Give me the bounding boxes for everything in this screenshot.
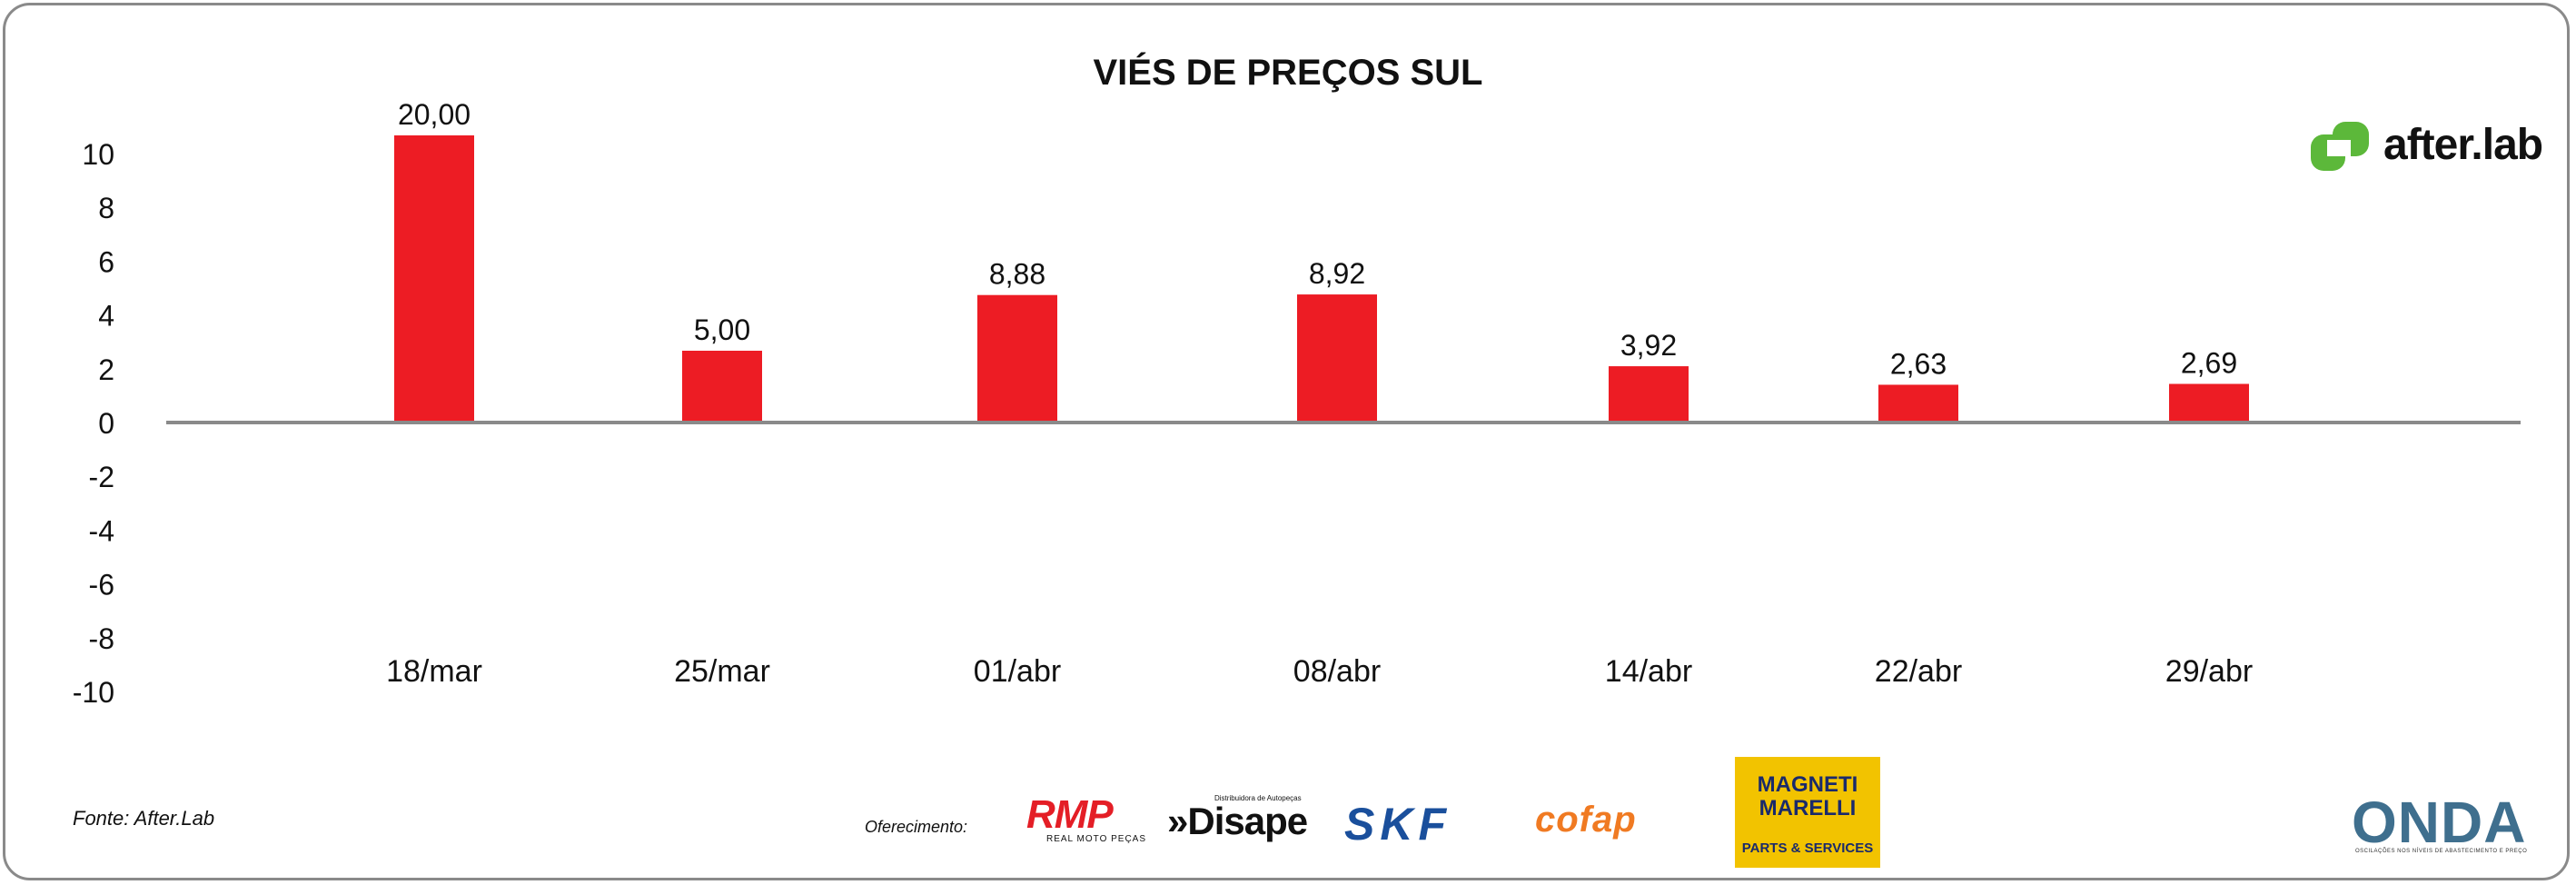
magneti-marelli-logo-subtitle: PARTS & SERVICES bbox=[1741, 840, 1874, 856]
disape-logo-text: »Disape bbox=[1167, 800, 1308, 842]
y-tick-label: 6 bbox=[98, 245, 114, 278]
x-tick-label: 08/abr bbox=[1293, 654, 1381, 689]
bar-value-label: 5,00 bbox=[694, 313, 750, 346]
source-note: Fonte: After.Lab bbox=[73, 807, 215, 830]
x-axis-ticks: 18/mar 25/mar 01/abr 08/abr 14/abr 22/abr 29/a… bbox=[386, 654, 2253, 689]
y-tick-label: 4 bbox=[98, 300, 114, 333]
bar-value-label: 8,88 bbox=[989, 258, 1045, 291]
skf-logo: SKF bbox=[1344, 798, 1517, 850]
bar bbox=[394, 135, 474, 423]
disape-logo-subtitle: Distribuidora de Autopeças bbox=[1214, 794, 1302, 802]
y-tick-label: -8 bbox=[89, 622, 114, 655]
rmp-logo: RMP REAL MOTO PEÇAS bbox=[1026, 792, 1149, 847]
y-tick-label: 2 bbox=[98, 353, 114, 386]
bars bbox=[394, 135, 2249, 423]
onda-logo-subtitle: OSCILAÇÕES NOS NÍVEIS DE ABASTECIMENTO E… bbox=[2355, 849, 2528, 854]
y-tick-label: -2 bbox=[89, 461, 114, 493]
afterlab-logo: after.lab bbox=[2307, 118, 2561, 176]
sponsor-label: Oferecimento: bbox=[865, 818, 968, 836]
rmp-logo-subtitle: REAL MOTO PEÇAS bbox=[1046, 834, 1147, 844]
y-tick-label: -10 bbox=[73, 676, 114, 709]
bar-value-label: 2,63 bbox=[1890, 347, 1947, 380]
chart-title: VIÉS DE PREÇOS SUL bbox=[1093, 53, 1483, 93]
bar bbox=[1609, 366, 1689, 423]
magneti-marelli-logo: MAGNETI MARELLI PARTS & SERVICES bbox=[1735, 757, 1880, 868]
cofap-logo: cofap bbox=[1535, 798, 1708, 843]
bar-value-label: 2,69 bbox=[2181, 346, 2237, 379]
x-tick-label: 01/abr bbox=[974, 654, 1061, 689]
magneti-marelli-logo-text: MAGNETI MARELLI bbox=[1757, 772, 1858, 820]
y-tick-label: 0 bbox=[98, 407, 114, 440]
y-tick-label: 8 bbox=[98, 192, 114, 224]
data-labels: 20,00 5,00 8,88 8,92 3,92 2,63 2,69 bbox=[398, 98, 2237, 380]
bar bbox=[1297, 294, 1377, 423]
y-tick-label: -4 bbox=[89, 514, 114, 547]
afterlab-logo-text: after.lab bbox=[2383, 121, 2543, 169]
bar-value-label: 3,92 bbox=[1620, 329, 1677, 362]
disape-logo: Distribuidora de Autopeças »Disape bbox=[1167, 792, 1326, 847]
skf-logo-text: SKF bbox=[1344, 799, 1451, 850]
x-tick-label: 14/abr bbox=[1605, 654, 1692, 689]
onda-logo-text: ONDA bbox=[2352, 790, 2527, 855]
bar bbox=[2169, 383, 2249, 423]
y-tick-label: 10 bbox=[82, 138, 114, 171]
x-tick-label: 18/mar bbox=[386, 654, 482, 689]
rmp-logo-text: RMP bbox=[1026, 792, 1114, 837]
bar-value-label: 8,92 bbox=[1309, 257, 1365, 290]
bar bbox=[977, 294, 1057, 423]
onda-logo: ONDA OSCILAÇÕES NOS NÍVEIS DE ABASTECIME… bbox=[2348, 789, 2539, 861]
x-tick-label: 29/abr bbox=[2165, 654, 2253, 689]
y-axis-ticks: 10 8 6 4 2 0 -2 -4 -6 -8 -10 bbox=[73, 138, 114, 709]
bar bbox=[1878, 384, 1958, 423]
cofap-logo-text: cofap bbox=[1535, 800, 1637, 840]
afterlab-icon bbox=[2311, 122, 2369, 171]
y-tick-label: -6 bbox=[89, 569, 114, 602]
bar-value-label: 20,00 bbox=[398, 98, 471, 131]
bar bbox=[682, 351, 762, 423]
x-tick-label: 25/mar bbox=[674, 654, 770, 689]
x-tick-label: 22/abr bbox=[1875, 654, 1962, 689]
